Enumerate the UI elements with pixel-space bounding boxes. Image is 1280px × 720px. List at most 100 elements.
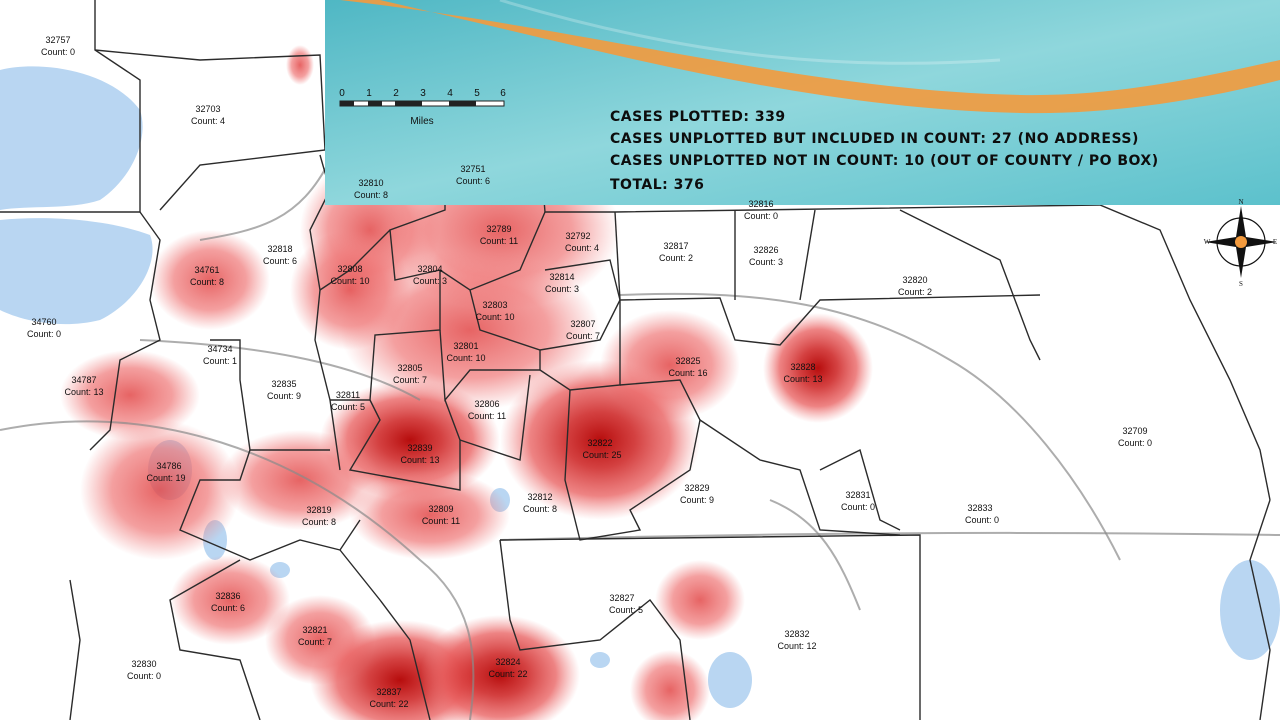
scale-bar-segment-1 (340, 101, 354, 106)
zip-32819-count: Count: 8 (302, 517, 336, 527)
scale-tick-4: 4 (447, 88, 453, 99)
zip-32836: 32836 (215, 591, 240, 601)
lake-small-2 (590, 652, 610, 668)
zip-34760-count: Count: 0 (27, 329, 61, 339)
zip-32803: 32803 (482, 300, 507, 310)
lake-east (1220, 560, 1280, 660)
zip-32709-count: Count: 0 (1118, 438, 1152, 448)
road-sr50 (619, 292, 1121, 561)
zip-32809: 32809 (428, 504, 453, 514)
zip-32831: 32831 (845, 490, 870, 500)
heat-blob-32827 (655, 560, 745, 640)
boundary-county-east (1249, 499, 1271, 720)
compass-w: W (1204, 238, 1211, 246)
zip-32827: 32827 (609, 593, 634, 603)
boundary-32822 (564, 379, 701, 541)
boundary-32837-west (339, 549, 431, 720)
zip-32805: 32805 (397, 363, 422, 373)
zip-32839-count: Count: 13 (400, 455, 439, 465)
lake-apopka-south (0, 218, 153, 325)
heat-blob-32819 (220, 430, 380, 530)
boundary-32817-west (614, 211, 621, 301)
banner-panel (325, 0, 1280, 205)
boundary-32820 (899, 209, 1041, 361)
boundary-32831 (819, 448, 901, 531)
boundary-32817-south (619, 294, 1041, 346)
zip-32703-count: Count: 4 (191, 116, 225, 126)
zip-34734-count: Count: 1 (203, 356, 237, 366)
boundary-32804 (330, 270, 441, 401)
compass-east-point (1241, 237, 1277, 247)
boundary-32832 (499, 534, 921, 720)
compass-west-point (1205, 237, 1241, 247)
boundary-34734 (210, 339, 330, 451)
zip-32820-count: Count: 2 (898, 287, 932, 297)
zip-32789: 32789 (486, 224, 511, 234)
zip-32829: 32829 (684, 483, 709, 493)
boundary-34786 (179, 449, 361, 561)
compass-s: S (1239, 280, 1243, 288)
compass-center (1235, 236, 1247, 248)
scale-unit-label: Miles (410, 116, 433, 127)
zip-34760: 34760 (31, 317, 56, 327)
zip-32801-count: Count: 10 (446, 353, 485, 363)
zip-32828-count: Count: 13 (783, 374, 822, 384)
zip-32816-count: Count: 0 (744, 211, 778, 221)
zip-32833-count: Count: 0 (965, 515, 999, 525)
zip-32812-count: Count: 8 (523, 504, 557, 514)
heat-blob-34786 (80, 420, 240, 560)
zip-32825-count: Count: 16 (668, 368, 707, 378)
zip-32751-count: Count: 6 (456, 176, 490, 186)
road-sr417 (769, 499, 861, 611)
zip-34787: 34787 (71, 375, 96, 385)
boundary-32801 (439, 329, 541, 402)
zip-32806-count: Count: 11 (468, 411, 506, 421)
zip-32818-count: Count: 6 (263, 256, 297, 266)
boundary-32822-north (539, 300, 621, 391)
heat-blob-32824 (420, 615, 580, 720)
zip-32810-count: Count: 8 (354, 190, 388, 200)
scale-bar-segment-3 (395, 101, 422, 106)
boundary-32826 (799, 209, 816, 301)
scale-tick-1: 1 (366, 88, 372, 99)
boundary-32703 (94, 49, 326, 211)
zip-32808-count: Count: 10 (330, 276, 369, 286)
zip-32812: 32812 (527, 492, 552, 502)
compass-north-point (1236, 206, 1246, 242)
boundary-34761 (89, 211, 161, 451)
case-summary: CASES PLOTTED: 339 CASES UNPLOTTED BUT I… (610, 109, 1158, 193)
boundary-32836 (169, 559, 261, 720)
scale-bar-segment-2 (368, 101, 382, 106)
zip-32828: 32828 (790, 362, 815, 372)
lake-apopka-north (0, 66, 143, 210)
zip-32703: 32703 (195, 104, 220, 114)
zip-32751: 32751 (460, 164, 485, 174)
zip-32821: 32821 (302, 625, 327, 635)
boundary-32829 (699, 419, 901, 536)
zip-32816: 32816 (748, 199, 773, 209)
zip-32832-count: Count: 12 (777, 641, 816, 651)
zip-32831-count: Count: 0 (841, 502, 875, 512)
heat-blob-32809 (350, 470, 510, 560)
boundary-32806 (459, 374, 531, 461)
heat-blob-32836 (170, 555, 290, 645)
cases-unplotted-included: CASES UNPLOTTED BUT INCLUDED IN COUNT: 2… (610, 131, 1139, 147)
scale-tick-0: 0 (339, 88, 345, 99)
boundary-32827 (499, 539, 691, 720)
zip-32836-count: Count: 6 (211, 603, 245, 613)
road-sr414 (199, 159, 331, 241)
road-i4 (0, 420, 475, 720)
zip-32825: 32825 (675, 356, 700, 366)
zip-32803-count: Count: 10 (475, 312, 514, 322)
zip-34761: 34761 (194, 265, 219, 275)
banner-stripe (340, 0, 1280, 114)
info-banner (325, 0, 1280, 205)
zip-32824-count: Count: 22 (488, 669, 527, 679)
zip-32807: 32807 (570, 319, 595, 329)
lake-hart (708, 652, 752, 708)
zip-32807-count: Count: 7 (566, 331, 600, 341)
scale-tick-6: 6 (500, 88, 506, 99)
compass-rose-icon: N S E W (1204, 198, 1277, 288)
zip-32817: 32817 (663, 241, 688, 251)
